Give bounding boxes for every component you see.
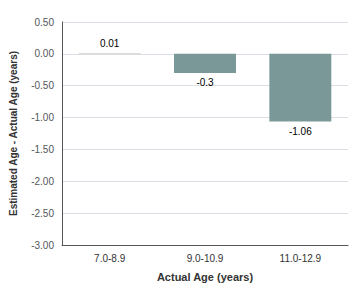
svg-text:0.00: 0.00 bbox=[35, 48, 55, 59]
svg-text:-3.00: -3.00 bbox=[31, 240, 54, 251]
svg-text:Actual Age (years): Actual Age (years) bbox=[157, 271, 254, 283]
svg-text:9.0-10.9: 9.0-10.9 bbox=[187, 253, 224, 264]
svg-text:-2.00: -2.00 bbox=[31, 176, 54, 187]
svg-text:0.50: 0.50 bbox=[35, 17, 55, 28]
svg-text:-1.06: -1.06 bbox=[289, 126, 312, 137]
svg-text:11.0-12.9: 11.0-12.9 bbox=[280, 253, 322, 264]
svg-text:-0.50: -0.50 bbox=[31, 80, 54, 91]
svg-text:-2.50: -2.50 bbox=[31, 208, 54, 219]
svg-text:-0.3: -0.3 bbox=[196, 77, 214, 88]
svg-text:Estimated Age - Actual Age (ye: Estimated Age - Actual Age (years) bbox=[8, 51, 19, 216]
svg-text:7.0-8.9: 7.0-8.9 bbox=[94, 253, 126, 264]
svg-text:-1.50: -1.50 bbox=[31, 144, 54, 155]
svg-text:0.01: 0.01 bbox=[100, 38, 120, 49]
svg-text:-1.00: -1.00 bbox=[31, 112, 54, 123]
